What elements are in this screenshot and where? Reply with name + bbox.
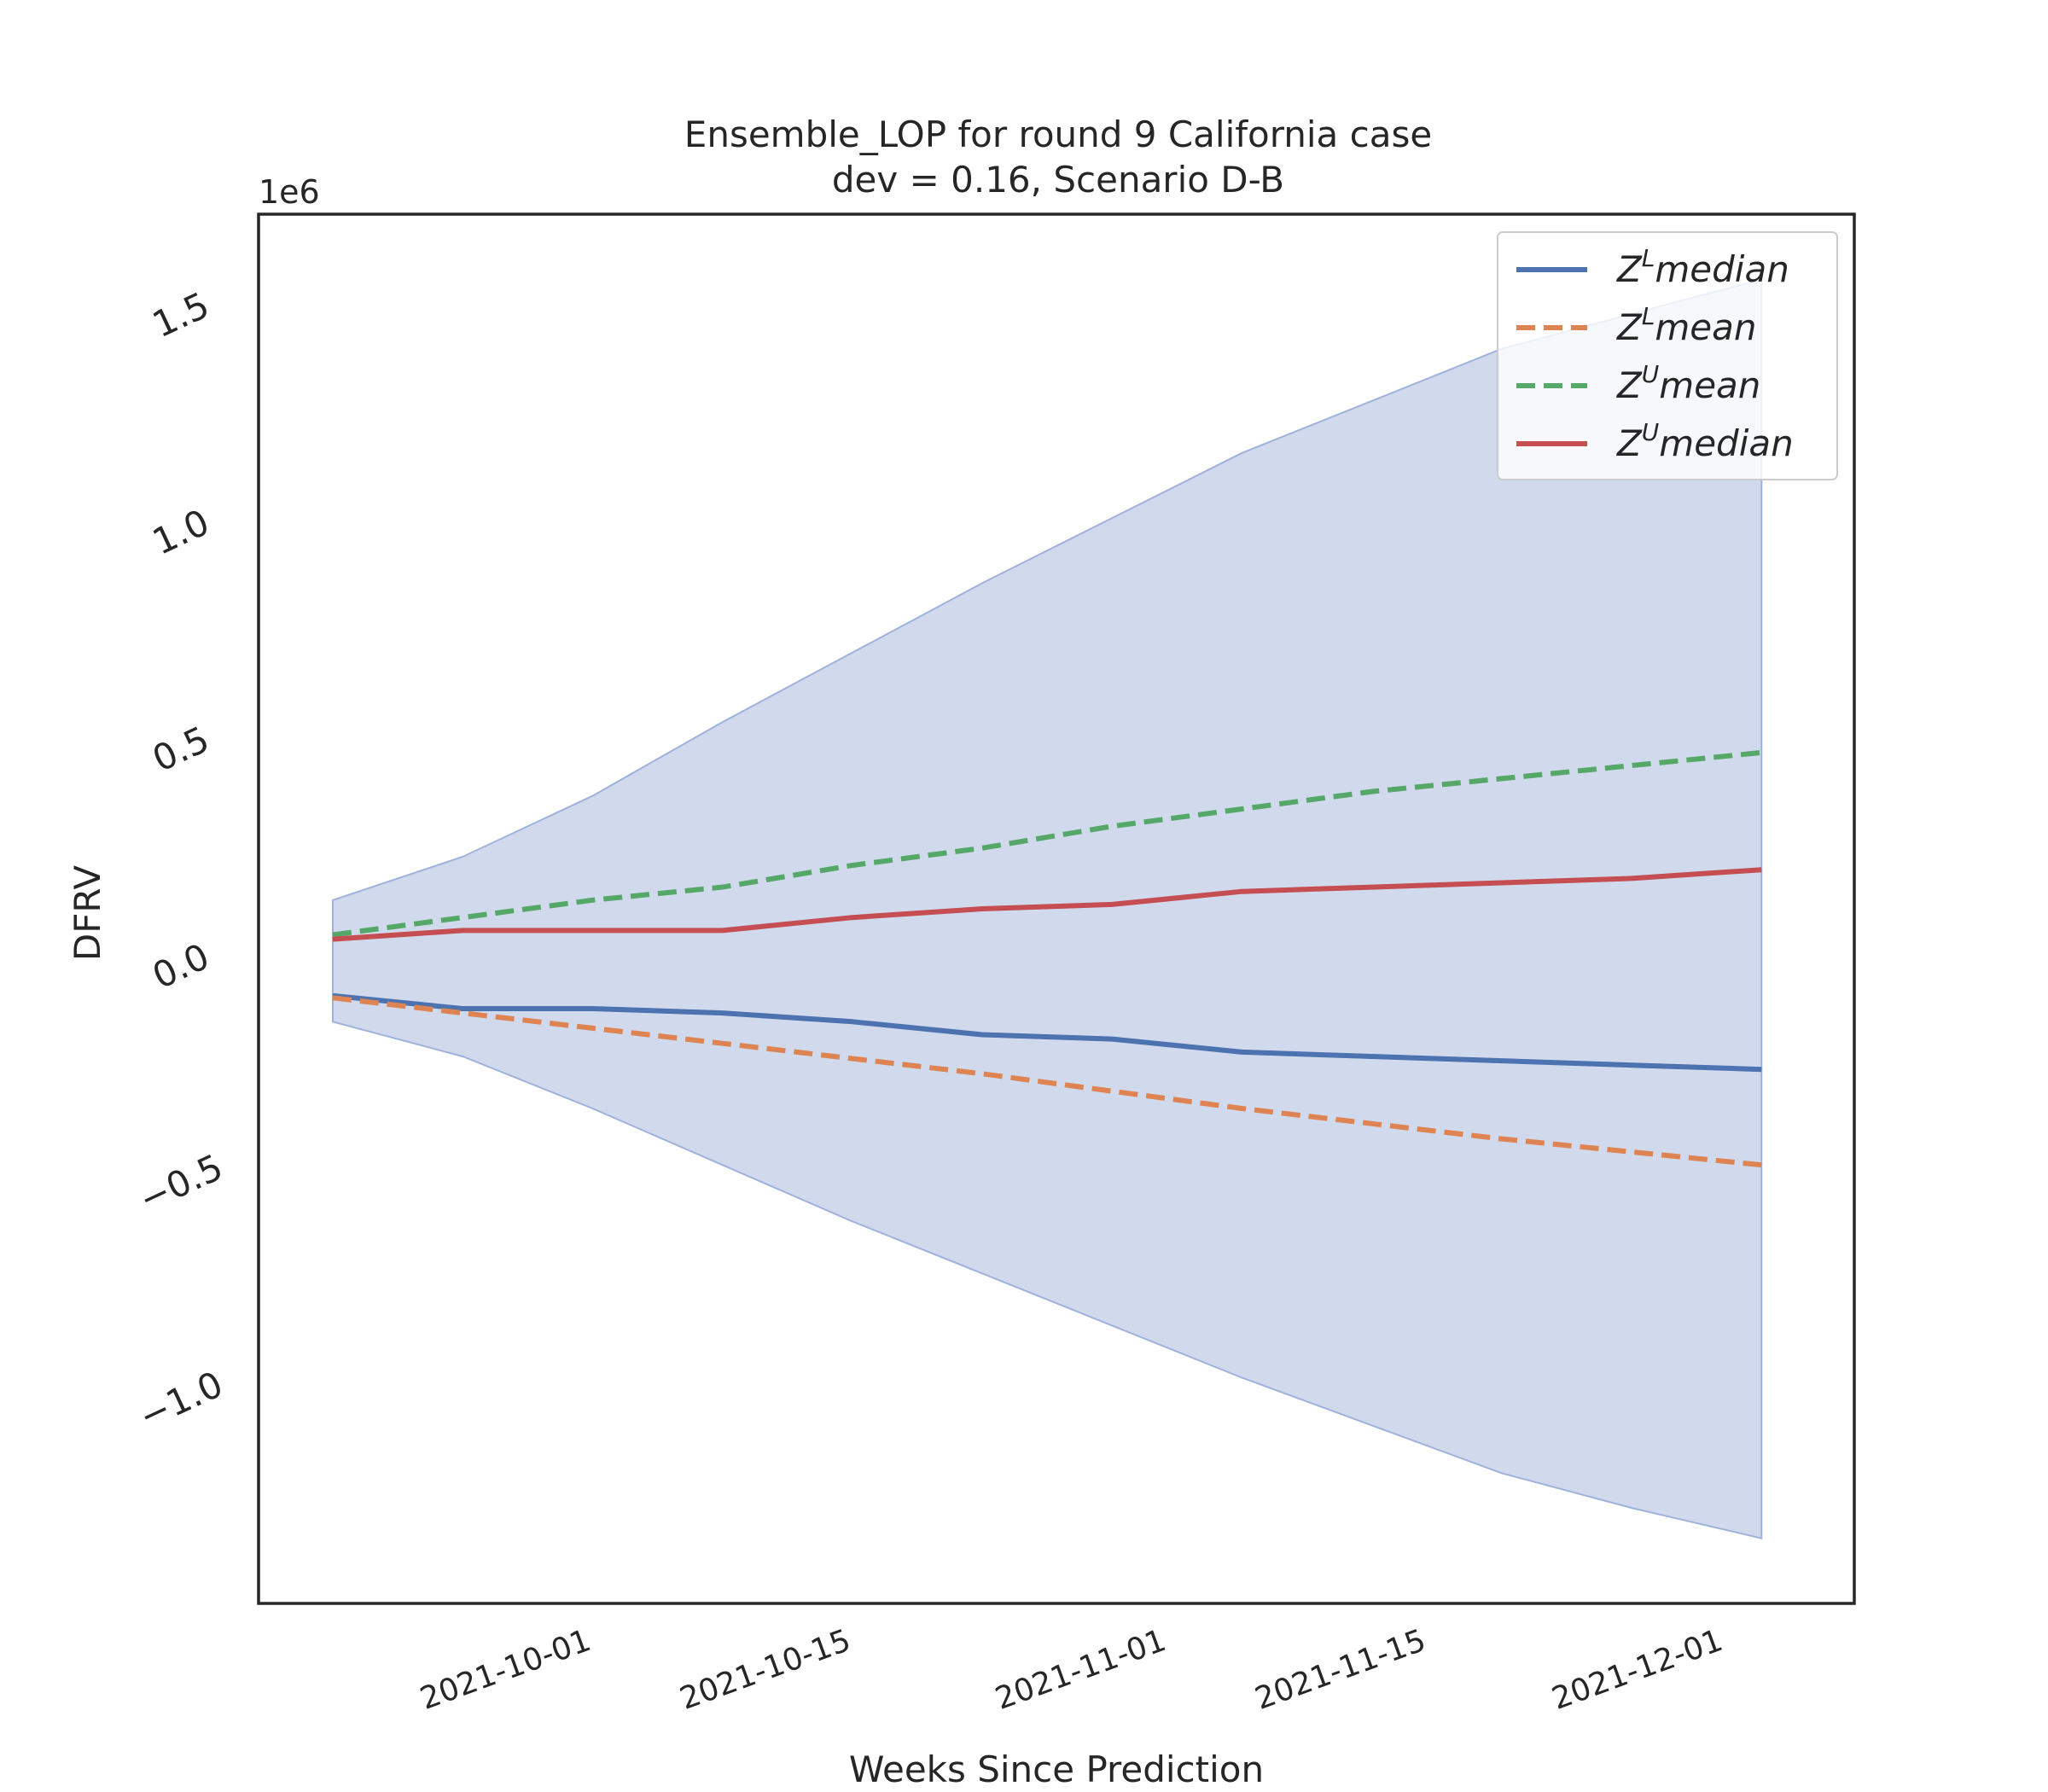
x-tick-label: 2021-12-01 bbox=[1547, 1623, 1727, 1717]
plot-area bbox=[332, 277, 1763, 1539]
y-tick-label: −0.5 bbox=[132, 1146, 229, 1221]
chart-title-line-1: Ensemble_LOP for round 9 California case bbox=[684, 113, 1432, 155]
y-axis-label: DFRV bbox=[67, 865, 108, 961]
chart-title-line-2: dev = 0.16, Scenario D-B bbox=[832, 159, 1284, 201]
series-line-3 bbox=[332, 749, 1762, 938]
legend-label: ZLmean bbox=[1616, 302, 1757, 348]
x-tick-label: 2021-10-15 bbox=[676, 1623, 856, 1717]
plot-frame bbox=[257, 212, 1856, 1605]
legend-label: ZUmean bbox=[1616, 360, 1760, 406]
y-tick-label: −1.0 bbox=[132, 1363, 229, 1438]
y-tick-label: 0.5 bbox=[146, 718, 215, 780]
legend-box bbox=[1497, 231, 1838, 480]
series-line-1 bbox=[332, 992, 1762, 1073]
legend: ZLmedian ZLmean ZUmean ZUmedian bbox=[1497, 231, 1838, 480]
legend-label: ZLmedian bbox=[1616, 244, 1789, 290]
y-tick-label: 1.5 bbox=[146, 284, 215, 346]
series-line-4 bbox=[332, 867, 1762, 942]
series-line-2 bbox=[332, 995, 1762, 1168]
x-tick-label: 2021-11-01 bbox=[991, 1623, 1171, 1717]
x-tick-label: 2021-11-15 bbox=[1251, 1623, 1431, 1717]
legend-label: ZUmedian bbox=[1616, 418, 1794, 464]
y-axis-multiplier: 1e6 bbox=[259, 173, 320, 211]
y-tick-label: 0.0 bbox=[146, 935, 215, 998]
x-tick-label: 2021-10-01 bbox=[416, 1623, 596, 1717]
x-axis-label: Weeks Since Prediction bbox=[849, 1748, 1264, 1790]
y-tick-label: 1.0 bbox=[146, 501, 215, 563]
